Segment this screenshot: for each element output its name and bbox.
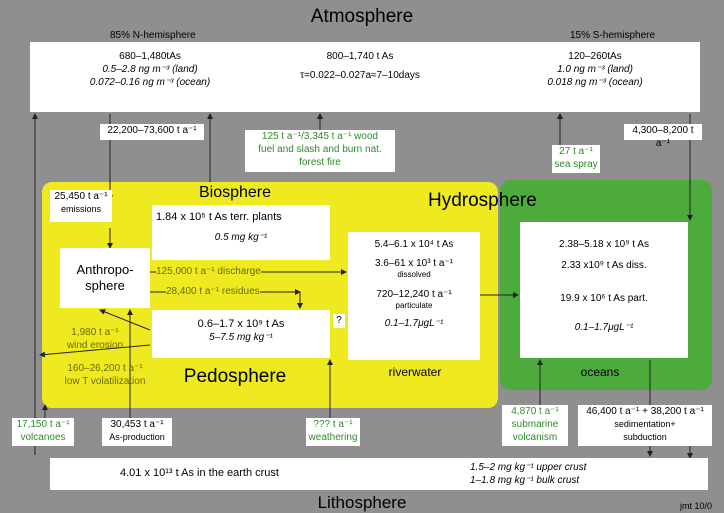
text: 0.6–1.7 x 10⁹ t As [197, 318, 285, 330]
text: 125 t a⁻¹/3,345 t a⁻¹ wood [261, 131, 379, 142]
text: 19.9 x 10⁶ t As part. [560, 293, 648, 304]
text: dissolved [397, 270, 431, 279]
flux-label: 125,000 t a⁻¹ discharge [156, 265, 261, 278]
flux-label: 46,400 t a⁻¹ + 38,200 t a⁻¹ sedimentatio… [578, 405, 712, 446]
text: 46,400 t a⁻¹ + 38,200 t a⁻¹ [586, 406, 704, 417]
atmosphere-box: 680–1,480tAs 0.5–2.8 ng m⁻³ (land) 0.072… [30, 42, 700, 112]
flux-label: 22,200–73,600 t a⁻¹ [100, 124, 204, 140]
text: 4,870 t a⁻¹ [511, 406, 559, 417]
text: sphere [85, 278, 125, 293]
anthroposphere-box: Anthropo- sphere [60, 248, 150, 308]
text: 17,150 t a⁻¹ [16, 419, 70, 430]
text: 0.1–1.7μgL⁻¹ [384, 318, 444, 329]
flux-label: 4,300–8,200 t a⁻¹ [624, 124, 702, 149]
text: 2.33 x10⁹ t As diss. [561, 260, 647, 271]
text: 3.6–61 x 10³ t a⁻¹ [374, 258, 454, 269]
hydrosphere-label: Hydrosphere [428, 190, 537, 211]
text: Anthropo- [76, 262, 134, 277]
flux-label: 30,453 t a⁻¹ As-production [102, 418, 172, 446]
n-hemisphere: 85% N-hemisphere [110, 30, 196, 41]
text: 27 t a⁻¹ [559, 146, 593, 157]
text: wind erosion [66, 340, 124, 351]
text: 1,980 t a⁻¹ [71, 327, 119, 338]
text: 1.84 x 10⁵ t As terr. plants [156, 211, 282, 223]
flux-label: 25,450 t a⁻¹ emissions [50, 190, 112, 222]
crust-box: 4.01 x 10¹³ t As in the earth crust 1.5–… [50, 458, 708, 490]
flux-label: 27 t a⁻¹ sea spray [552, 145, 600, 173]
text: volcanoes [20, 432, 66, 443]
text: 0.5 mg kg⁻¹ [214, 232, 268, 243]
flux-label: 4,870 t a⁻¹ submarine volcanism [502, 405, 568, 446]
flux-label: 28,400 t a⁻¹ residues [166, 285, 260, 298]
text: 680–1,480tAs [119, 51, 181, 62]
plants-box: 1.84 x 10⁵ t As terr. plants 0.5 mg kg⁻¹ [152, 205, 330, 260]
text: 5.4–6.1 x 10⁴ t As [374, 239, 454, 250]
footer: jmt 10/0 [680, 501, 713, 511]
text: submarine [511, 419, 559, 430]
text: 1–1.8 mg kg⁻¹ bulk crust [470, 475, 580, 486]
text: sea spray [554, 159, 598, 170]
text: forest fire [299, 157, 341, 168]
atm-global: 800–1,740 t As τ=0.022–0.027a≈7–10days [270, 50, 450, 82]
text: 0.072–0.16 ng m⁻³ (ocean) [89, 77, 211, 88]
s-hemisphere: 15% S-hemisphere [570, 30, 656, 41]
text: As-production [109, 432, 165, 442]
flux-label: 17,150 t a⁻¹ volcanoes [12, 418, 74, 446]
atm-south: 120–260tAs 1.0 ng m⁻³ (land) 0.018 ng m⁻… [510, 50, 680, 89]
text: 25,450 t a⁻¹ [54, 191, 108, 202]
text: low T volatilization [64, 376, 146, 387]
text: 0.018 ng m⁻³ (ocean) [547, 77, 643, 88]
riverwater-label: riverwater [388, 365, 442, 379]
flux-label: 125 t a⁻¹/3,345 t a⁻¹ wood fuel and slas… [245, 130, 395, 172]
text: volcanism [512, 432, 558, 443]
soil-box: 0.6–1.7 x 10⁹ t As 5–7.5 mg kg⁻¹ [152, 310, 330, 358]
text: 4.01 x 10¹³ t As in the earth crust [120, 467, 279, 479]
text: 720–12,240 t a⁻¹ [376, 289, 452, 300]
text: 1.0 ng m⁻³ (land) [557, 64, 633, 75]
text: fuel and slash and burn nat. [258, 144, 382, 155]
text: subduction [623, 432, 667, 442]
unknown-box: ? [333, 314, 345, 328]
text: 1.5–2 mg kg⁻¹ upper crust 1–1.8 mg kg⁻¹ … [470, 461, 586, 487]
text: 160–26,200 t a⁻¹ [67, 363, 143, 374]
text: 1.5–2 mg kg⁻¹ upper crust [470, 462, 587, 473]
flux-label: 160–26,200 t a⁻¹ low T volatilization [55, 362, 155, 388]
text: particulate [395, 301, 433, 310]
text: sedimentation+ [614, 419, 676, 429]
text: 5–7.5 mg kg⁻¹ [209, 332, 273, 343]
text: weathering [308, 432, 358, 443]
atmosphere-title: Atmosphere [310, 6, 414, 27]
lithosphere-label: Lithosphere [317, 493, 407, 512]
flux-label: ??? t a⁻¹ weathering [306, 418, 360, 446]
text: 30,453 t a⁻¹ [110, 419, 164, 430]
oceans-label: oceans [580, 365, 620, 379]
text: τ=0.022–0.027a≈7–10days [300, 70, 420, 81]
text: 0.5–2.8 ng m⁻³ (land) [102, 64, 198, 75]
text: 0.1–1.7μgL⁻¹ [574, 322, 634, 333]
biosphere-label: Biosphere [198, 184, 272, 201]
text: 2.38–5.18 x 10⁹ t As [559, 239, 649, 250]
text: emissions [60, 204, 101, 214]
text: 800–1,740 t As [326, 51, 394, 62]
text: ??? t a⁻¹ [313, 419, 353, 430]
atm-north: 680–1,480tAs 0.5–2.8 ng m⁻³ (land) 0.072… [70, 50, 230, 89]
river-box: 5.4–6.1 x 10⁴ t As 3.6–61 x 10³ t a⁻¹ di… [348, 232, 480, 360]
ocean-box: 2.38–5.18 x 10⁹ t As 2.33 x10⁹ t As diss… [520, 222, 688, 358]
text: 120–260tAs [568, 51, 622, 62]
flux-label: 1,980 t a⁻¹ wind erosion [55, 326, 135, 352]
pedosphere-label: Pedosphere [183, 366, 287, 387]
